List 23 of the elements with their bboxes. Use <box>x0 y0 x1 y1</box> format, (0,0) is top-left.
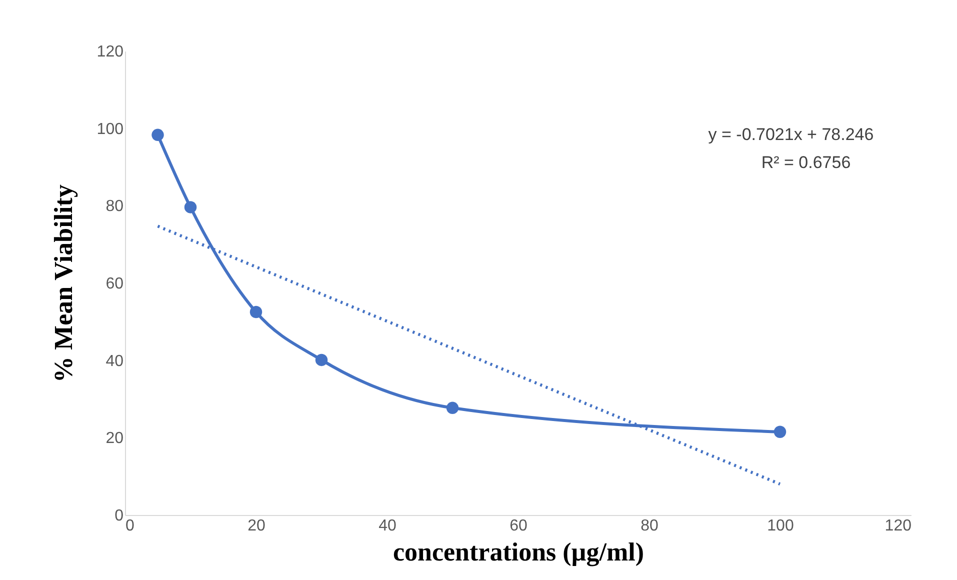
point <box>184 201 197 214</box>
x-tick-label: 120 <box>884 518 912 534</box>
point <box>315 354 328 366</box>
y-axis-title: % Mean Viability <box>48 184 78 382</box>
x-tick-label: 40 <box>378 518 396 534</box>
point <box>446 402 459 414</box>
y-tick-label: 120 <box>96 44 124 60</box>
point <box>250 306 262 318</box>
y-tick-label: 20 <box>106 430 124 448</box>
y-tick-label: 40 <box>106 352 124 370</box>
annotation: R² = 0.6756 <box>761 153 851 172</box>
x-tick-label: 60 <box>510 518 528 534</box>
point <box>152 128 164 142</box>
x-tick-label: 80 <box>640 518 658 534</box>
annotation: y = -0.7021x + 78.246 <box>708 125 874 144</box>
x-axis-title: concentrations (µg/ml) <box>392 538 644 566</box>
y-tick-label: 60 <box>106 276 124 292</box>
x-tick-label: 20 <box>248 518 266 534</box>
x-tick-label: 100 <box>767 518 794 534</box>
point <box>774 426 786 438</box>
y-tick-label: 100 <box>96 120 124 138</box>
y-tick-label: 80 <box>106 198 124 216</box>
x-tick-label: 0 <box>126 518 134 534</box>
